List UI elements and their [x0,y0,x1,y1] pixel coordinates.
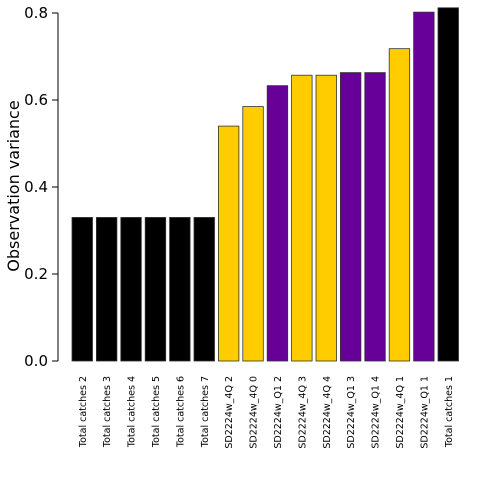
bar [388,48,411,362]
bar [120,217,142,362]
x-tick-label: Total catches 4 [127,376,138,448]
x-tick-label: SD2224w_4Q 1 [395,376,406,449]
x-tick-label: SD2224w_Q1 2 [273,376,284,449]
x-tick-label: Total catches 3 [102,376,113,448]
x-tick-label: SD2224w_4Q 4 [322,376,333,449]
x-tick-label: SD2224w_Q1 3 [346,376,357,449]
bar [193,217,215,362]
x-tick-label: SD2224w_Q1 1 [419,376,430,449]
bar [437,7,459,362]
bars [71,7,459,362]
y-tick-label: 0.6 [24,91,48,109]
bar [291,74,313,362]
bar [71,217,93,362]
y-tick-label: 0.2 [24,265,48,283]
y-axis: 0.0 0.2 0.4 0.6 0.8 [24,4,59,370]
bar [339,72,362,362]
bar [266,85,289,362]
x-tick-label: SD2224w_4Q 2 [224,376,235,449]
y-tick-label: 0.0 [24,352,48,370]
bar [144,217,167,362]
x-tick-label: Total catches 5 [151,376,162,448]
bar [169,217,191,362]
x-tick-label: SD2224w_4Q 0 [249,376,260,449]
x-tick-label: SD2224w_4Q 3 [297,376,308,449]
x-tick-label: SD2224w_Q1 4 [371,376,382,449]
y-axis-title: Observation variance [4,100,23,271]
bar [217,125,240,362]
bar [364,72,386,362]
y-tick-label: 0.8 [24,4,48,22]
y-tick-label: 0.4 [24,178,48,196]
x-tick-label: Total catches 1 [444,376,455,448]
x-tick-label: Total catches 7 [200,376,211,448]
bar [242,106,264,362]
bar [96,217,118,362]
x-tick-label: Total catches 6 [175,376,186,448]
x-tick-label: Total catches 2 [78,376,89,448]
bar [413,11,435,362]
x-axis-labels: Total catches 2 Total catches 3 Total catc… [78,376,455,449]
bar [315,74,337,362]
